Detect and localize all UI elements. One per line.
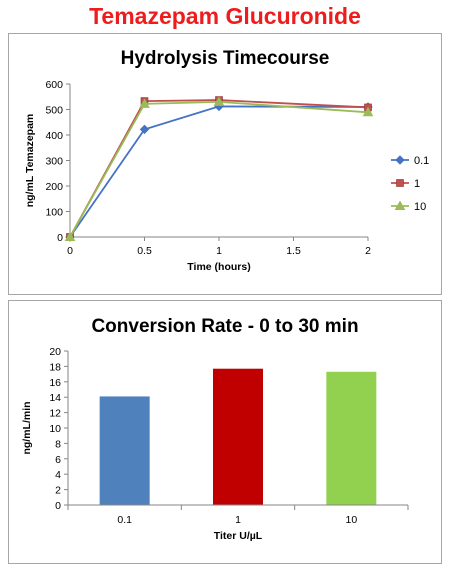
series-line-0.1 — [69, 105, 369, 238]
legend-marker-0.1 — [395, 155, 405, 165]
chart-title: Conversion Rate - 0 to 30 min — [91, 316, 358, 337]
x-tick-label: 0.5 — [137, 245, 152, 257]
y-tick-label: 0 — [57, 232, 63, 244]
y-axis-label: ng/mL Temazepam — [24, 114, 36, 208]
legend-marker-1 — [396, 179, 404, 187]
y-tick-label: 600 — [45, 79, 63, 91]
x-tick-label: 0 — [67, 245, 73, 257]
data-point-10 — [64, 231, 76, 241]
y-tick-label: 400 — [45, 130, 63, 142]
page-title: Temazepam Glucuronide — [89, 3, 361, 29]
y-tick-label: 0 — [55, 500, 61, 512]
y-tick-label: 12 — [49, 408, 61, 420]
y-tick-label: 4 — [55, 469, 61, 481]
x-axis-label: Titer U/µL — [214, 530, 263, 542]
legend-label-1: 1 — [414, 178, 420, 190]
data-point-0.1 — [139, 124, 150, 135]
conversion-rate-chart-panel: Conversion Rate - 0 to 30 min 0 2 4 6 8 10 12 14… — [8, 300, 442, 564]
y-tick-label: 6 — [55, 454, 61, 466]
x-tick-label: 1 — [216, 245, 222, 257]
y-tick-label: 14 — [49, 392, 61, 404]
timecourse-chart-panel: Hydrolysis Timecourse 0 100 200 300 400 500 600… — [8, 33, 442, 295]
data-point-10 — [362, 106, 374, 117]
legend-marker-10 — [394, 200, 406, 210]
y-tick-label: 100 — [45, 207, 63, 219]
y-tick-label: 200 — [45, 181, 63, 193]
conversion-rate-chart: Conversion Rate - 0 to 30 min 0 2 4 6 8 10 12 14… — [21, 316, 409, 542]
bar-1 — [213, 368, 263, 505]
y-tick-label: 20 — [49, 346, 61, 358]
chart-title: Hydrolysis Timecourse — [121, 48, 330, 69]
y-tick-label: 500 — [45, 105, 63, 117]
series-line-1 — [69, 99, 369, 238]
y-tick-label: 300 — [45, 156, 63, 168]
x-tick-label: 2 — [365, 245, 371, 257]
bar-0.1 — [99, 396, 150, 505]
y-tick-label: 18 — [49, 361, 61, 373]
bar-10 — [326, 371, 377, 505]
y-tick-label: 10 — [49, 423, 61, 435]
legend-label-10: 10 — [414, 201, 426, 213]
x-axis-label: Time (hours) — [187, 261, 250, 273]
legend-label-0.1: 0.1 — [414, 155, 429, 167]
x-tick-label: 1.5 — [286, 245, 301, 257]
x-tick-label: 1 — [235, 514, 241, 526]
y-axis-label: ng/mL/min — [21, 401, 33, 454]
timecourse-chart: Hydrolysis Timecourse0100200300400500600… — [24, 48, 429, 273]
data-point-10 — [213, 96, 225, 106]
y-tick-label: 2 — [55, 485, 61, 497]
series-line-10 — [69, 100, 369, 238]
x-tick-label: 0.1 — [117, 514, 132, 526]
data-point-10 — [139, 98, 150, 108]
x-tick-label: 10 — [345, 514, 357, 526]
y-tick-label: 16 — [49, 377, 61, 389]
y-tick-label: 8 — [55, 438, 61, 450]
